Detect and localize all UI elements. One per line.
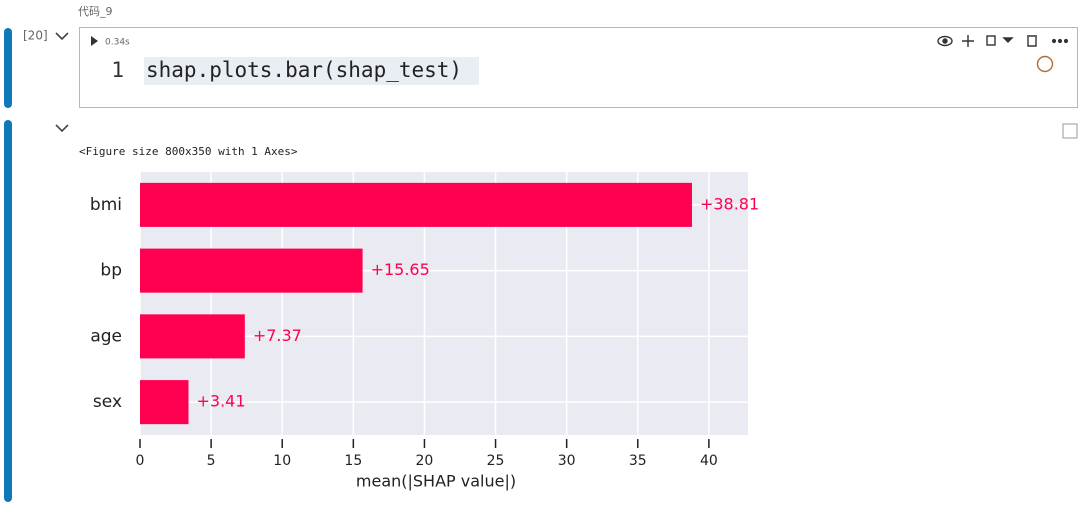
exec-time: 0.34s [105, 38, 130, 48]
x-tick-label: 35 [629, 453, 647, 469]
code-highlight [144, 57, 479, 85]
x-tick-label: 40 [700, 453, 718, 469]
collapse-cell[interactable] [55, 32, 69, 41]
value-label: +3.41 [196, 392, 245, 411]
bar [140, 380, 189, 425]
copy-dropdown[interactable] [1002, 37, 1014, 43]
x-tick-label: 30 [558, 453, 576, 469]
output-text: <Figure size 800x350 with 1 Axes> [79, 145, 298, 158]
code-line: shap.plots.bar(shap_test) [146, 58, 462, 82]
delete-icon[interactable] [1027, 35, 1037, 47]
bar [140, 182, 692, 227]
more-dot[interactable] [1057, 38, 1063, 44]
toolbar [937, 35, 1078, 139]
value-label: +15.65 [371, 260, 430, 279]
x-tick-label: 20 [416, 453, 434, 469]
y-tick-label: bmi [90, 195, 122, 215]
y-tick-label: age [90, 326, 122, 346]
x-tick-label: 10 [273, 453, 291, 469]
chart: 0 5 10 15 20 25 30 35 40 mean(|SHAP value|) bmi +38… [90, 172, 759, 491]
cell-selection-bar[interactable] [4, 28, 12, 108]
value-label: +38.81 [700, 194, 759, 213]
visibility-icon[interactable] [937, 35, 953, 47]
x-tick-label: 15 [344, 453, 362, 469]
exec-count: [20] [23, 29, 48, 43]
x-tick-label: 0 [136, 453, 145, 469]
x-tick-label: 5 [207, 453, 216, 469]
more-dot[interactable] [1063, 38, 1069, 44]
line-number: 1 [111, 58, 124, 82]
output-selection-bar[interactable] [4, 120, 12, 502]
cell-label: 代码_9 [78, 5, 113, 18]
bar [140, 248, 363, 293]
y-tick-label: sex [93, 392, 122, 412]
copy-icon[interactable] [986, 35, 996, 46]
bar [140, 314, 245, 359]
run-button[interactable] [91, 36, 98, 46]
status-icon[interactable] [1036, 55, 1054, 73]
x-axis-label: mean(|SHAP value|) [356, 472, 516, 491]
x-tick-label: 25 [487, 453, 505, 469]
visibility-icon-pupil [942, 38, 948, 44]
add-icon[interactable] [962, 35, 974, 47]
collapse-output[interactable] [55, 124, 69, 133]
value-label: +7.37 [253, 326, 302, 345]
clear-output[interactable] [1062, 123, 1078, 139]
more-dot[interactable] [1051, 38, 1057, 44]
y-tick-label: bp [100, 261, 122, 281]
